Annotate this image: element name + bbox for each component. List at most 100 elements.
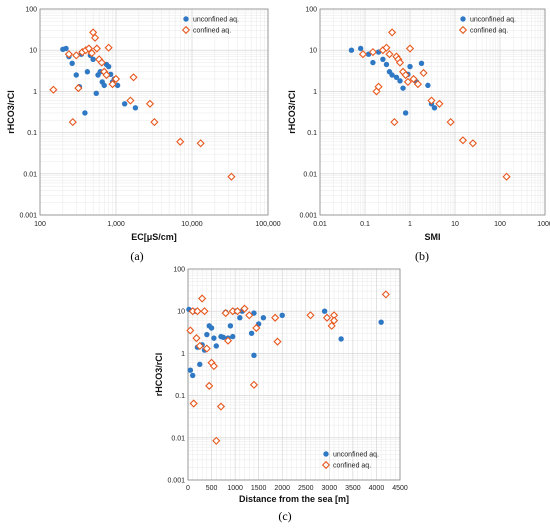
y-tick-label: 0.1 xyxy=(175,393,185,400)
series-confined xyxy=(49,28,236,181)
point-confined xyxy=(419,68,428,78)
legend-label: confined aq. xyxy=(470,28,508,35)
point-confined xyxy=(209,362,218,371)
y-tick-label: 0.1 xyxy=(307,130,317,137)
point-confined xyxy=(64,50,73,59)
point-unconfined xyxy=(393,74,400,80)
point-confined xyxy=(468,139,477,148)
point-confined xyxy=(216,402,226,411)
x-tick-label: 100 xyxy=(494,221,506,228)
x-tick-label: 1500 xyxy=(251,485,267,492)
point-confined xyxy=(374,82,383,91)
panel-label-a: (a) xyxy=(130,249,143,263)
point-confined xyxy=(150,118,159,127)
legend-marker-unconfined xyxy=(183,16,189,22)
x-tick-label: 3500 xyxy=(345,485,361,492)
y-tick-label: 10 xyxy=(177,309,185,316)
point-unconfined xyxy=(220,334,227,341)
x-tick-label: 10 xyxy=(451,221,459,228)
point-unconfined xyxy=(400,85,406,91)
point-confined xyxy=(90,33,100,42)
point-unconfined xyxy=(431,105,438,111)
point-unconfined xyxy=(348,47,355,53)
point-unconfined xyxy=(190,372,196,379)
point-unconfined xyxy=(105,63,112,70)
x-tick-label: 0.1 xyxy=(360,221,370,228)
legend-label: confined aq. xyxy=(193,28,231,35)
x-tick-label: 100 xyxy=(34,221,46,228)
point-confined xyxy=(221,309,230,318)
point-confined xyxy=(409,74,418,84)
legend-label: unconfined aq. xyxy=(193,17,239,24)
point-unconfined xyxy=(251,352,257,359)
point-confined xyxy=(252,323,261,333)
point-unconfined xyxy=(73,72,79,78)
point-confined xyxy=(186,326,195,335)
y-tick-label: 1 xyxy=(33,89,37,96)
point-confined xyxy=(273,337,282,346)
point-confined xyxy=(102,70,111,80)
point-unconfined xyxy=(187,367,194,373)
point-unconfined xyxy=(237,315,243,321)
legend-label: unconfined aq. xyxy=(470,17,516,24)
point-unconfined xyxy=(208,325,215,331)
point-unconfined xyxy=(132,105,139,111)
legend-marker-unconfined xyxy=(460,16,466,22)
y-tick-label: 0.001 xyxy=(299,213,317,220)
point-confined xyxy=(395,58,405,67)
point-confined xyxy=(68,118,77,127)
point-confined xyxy=(435,99,444,108)
x-tick-label: 4500 xyxy=(392,485,408,492)
legend-marker-confined xyxy=(458,25,468,35)
x-tick-label: 0.01 xyxy=(313,221,327,228)
point-confined xyxy=(227,172,236,181)
plot-frame xyxy=(39,8,269,216)
legend-label: confined aq. xyxy=(333,463,371,470)
point-unconfined xyxy=(82,110,88,116)
y-tick-label: 1 xyxy=(181,351,185,358)
point-unconfined xyxy=(370,59,376,66)
x-tick-label: 10,000 xyxy=(181,221,203,228)
point-confined xyxy=(212,436,221,445)
point-unconfined xyxy=(389,72,395,78)
y-tick-label: 0.001 xyxy=(167,478,185,485)
point-unconfined xyxy=(63,45,69,52)
point-confined xyxy=(92,44,101,53)
x-tick-label: 2500 xyxy=(298,485,314,492)
point-unconfined xyxy=(251,310,257,316)
point-confined xyxy=(145,99,155,108)
plot-frame xyxy=(187,268,401,481)
point-unconfined xyxy=(321,308,328,314)
point-confined xyxy=(385,50,394,59)
point-unconfined xyxy=(418,60,425,67)
x-tick-label: 500 xyxy=(206,485,218,492)
point-unconfined xyxy=(260,315,267,321)
point-unconfined xyxy=(248,330,255,336)
y-tick-label: 0.001 xyxy=(19,213,37,220)
point-confined xyxy=(249,380,259,389)
x-tick-label: 0 xyxy=(186,485,190,492)
point-unconfined xyxy=(279,312,285,318)
y-tick-label: 0.01 xyxy=(171,435,185,442)
point-confined xyxy=(202,344,211,353)
point-confined xyxy=(223,336,233,345)
legend-marker-confined xyxy=(181,25,191,35)
point-confined xyxy=(84,44,93,53)
point-confined xyxy=(87,49,96,58)
y-tick-label: 100 xyxy=(25,7,37,14)
x-tick-label: 1 xyxy=(408,221,412,228)
point-confined xyxy=(72,51,81,60)
point-unconfined xyxy=(397,78,403,84)
point-confined xyxy=(195,341,204,351)
point-confined xyxy=(192,334,201,343)
y-axis-label: rHCO3/rCl xyxy=(6,90,16,134)
point-unconfined xyxy=(378,319,384,325)
series-confined xyxy=(358,28,511,181)
point-unconfined xyxy=(380,56,386,63)
point-confined xyxy=(108,80,117,89)
panel-label-b: (b) xyxy=(415,249,429,263)
legend-marker-confined xyxy=(321,460,331,470)
point-confined xyxy=(111,74,121,84)
y-axis-label: rHCO3/rCl xyxy=(154,353,164,397)
point-confined xyxy=(381,290,390,299)
